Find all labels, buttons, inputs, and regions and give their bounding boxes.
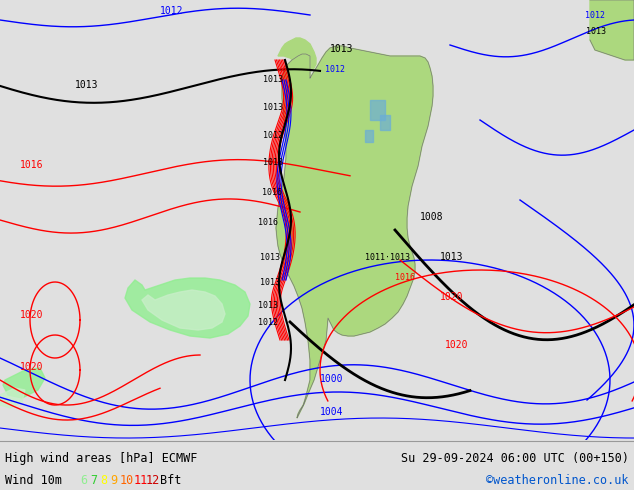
Text: 1020: 1020 <box>440 292 463 302</box>
Text: 1013: 1013 <box>75 80 98 90</box>
Text: 1012: 1012 <box>325 65 345 74</box>
Text: 8: 8 <box>100 474 107 487</box>
Text: 1012: 1012 <box>160 6 183 16</box>
Polygon shape <box>276 46 433 418</box>
Text: 1016: 1016 <box>395 273 415 282</box>
Text: 9: 9 <box>110 474 117 487</box>
Text: 1013: 1013 <box>440 252 463 262</box>
Polygon shape <box>278 38 316 72</box>
Text: Wind 10m: Wind 10m <box>5 474 62 487</box>
Text: ©weatheronline.co.uk: ©weatheronline.co.uk <box>486 474 629 487</box>
Text: 1013: 1013 <box>330 44 354 54</box>
Text: 1013: 1013 <box>263 158 283 167</box>
Text: 1016: 1016 <box>258 218 278 227</box>
Text: 1004: 1004 <box>320 407 344 417</box>
Text: Su 29-09-2024 06:00 UTC (00+150): Su 29-09-2024 06:00 UTC (00+150) <box>401 452 629 465</box>
Text: 1020: 1020 <box>20 310 44 320</box>
Polygon shape <box>125 278 250 338</box>
Text: 1013: 1013 <box>260 253 280 262</box>
Text: 12: 12 <box>146 474 160 487</box>
Text: 1016: 1016 <box>20 160 44 170</box>
Polygon shape <box>380 115 390 130</box>
Text: 1011·1013: 1011·1013 <box>365 253 410 262</box>
Polygon shape <box>142 290 225 330</box>
Text: 1020: 1020 <box>20 362 44 372</box>
Polygon shape <box>590 0 634 60</box>
Text: 1013: 1013 <box>263 75 283 84</box>
Text: 1000: 1000 <box>320 374 344 384</box>
Text: 11: 11 <box>134 474 148 487</box>
Polygon shape <box>370 100 385 120</box>
Polygon shape <box>365 130 373 142</box>
Text: High wind areas [hPa] ECMWF: High wind areas [hPa] ECMWF <box>5 452 197 465</box>
Text: Bft: Bft <box>160 474 181 487</box>
Text: 1012: 1012 <box>258 318 278 327</box>
Text: 1020: 1020 <box>445 340 469 350</box>
Text: 1012: 1012 <box>263 131 283 140</box>
Text: 6: 6 <box>80 474 87 487</box>
Text: 1013: 1013 <box>260 278 280 287</box>
Text: 1012: 1012 <box>585 11 605 20</box>
Text: 1013: 1013 <box>258 301 278 310</box>
Polygon shape <box>0 388 25 408</box>
Text: 1013: 1013 <box>586 27 606 36</box>
Polygon shape <box>3 368 45 398</box>
Text: 7: 7 <box>90 474 97 487</box>
Text: 1013: 1013 <box>263 103 283 112</box>
Text: 1016: 1016 <box>262 188 282 197</box>
Text: 1008: 1008 <box>420 212 444 222</box>
Text: 10: 10 <box>120 474 134 487</box>
